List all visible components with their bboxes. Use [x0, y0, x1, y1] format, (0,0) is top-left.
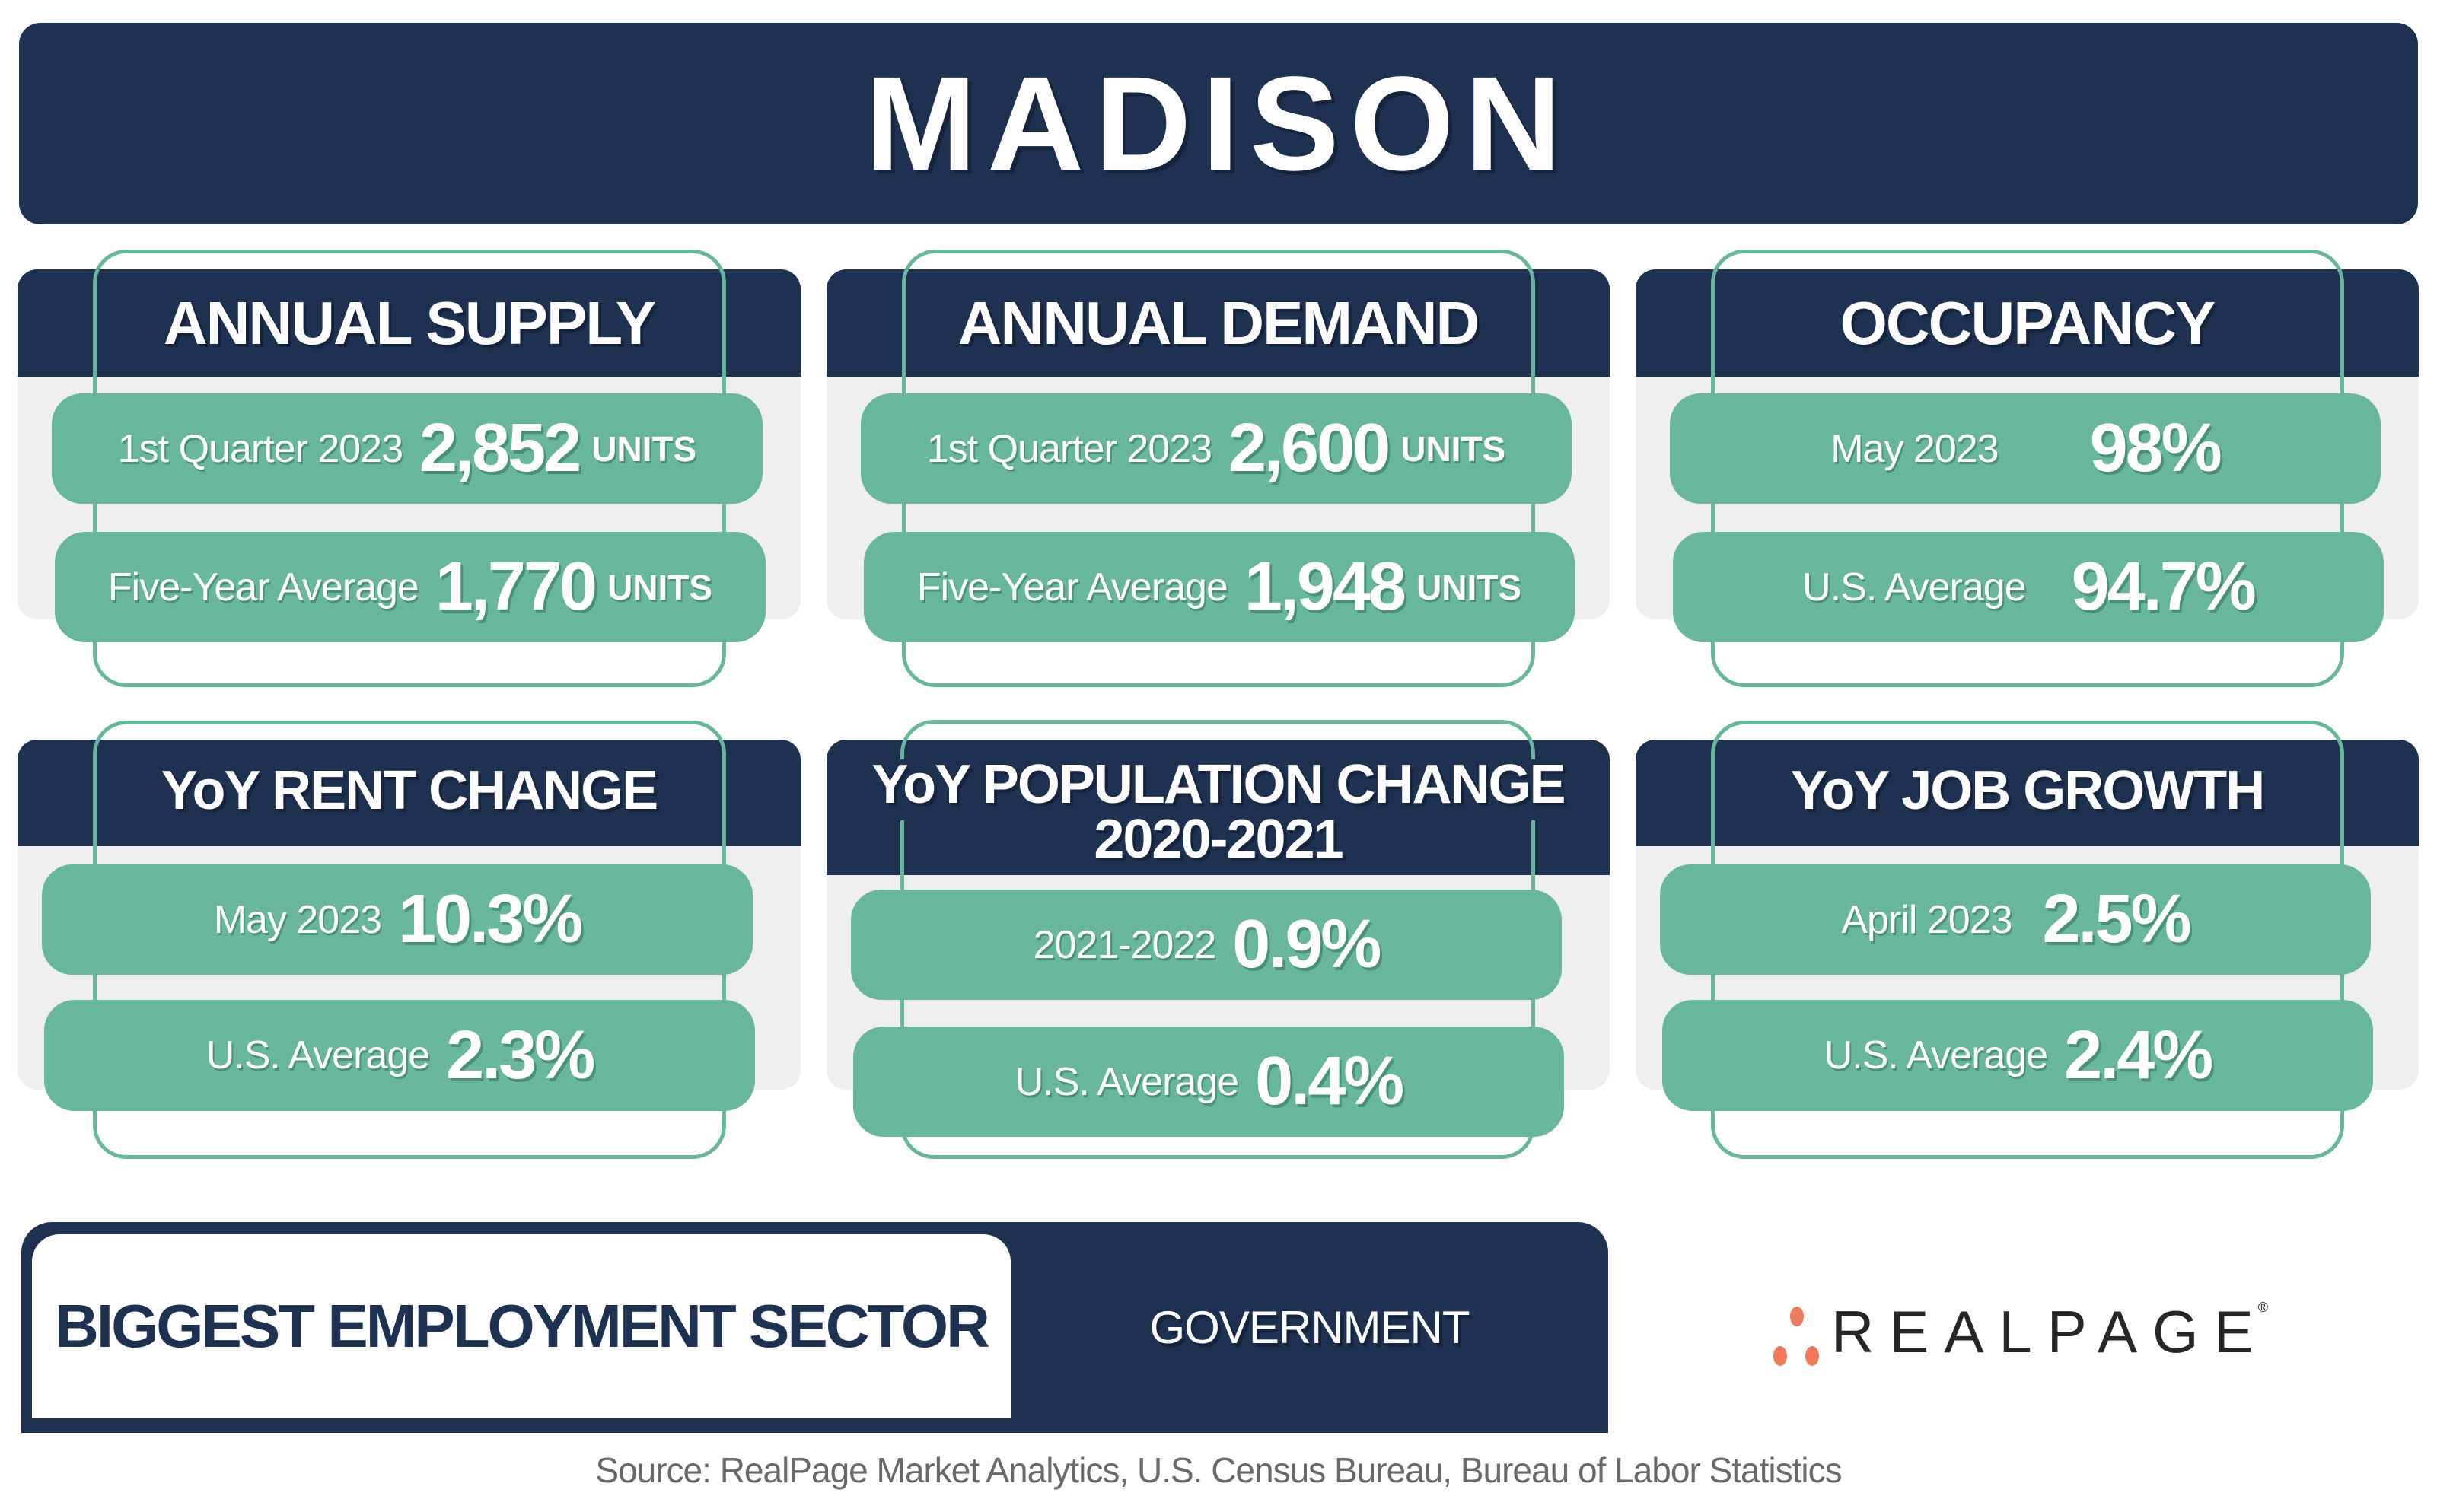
panel-header — [18, 269, 801, 377]
stat-label: 1st Quarter 2023 — [926, 426, 1212, 471]
stat-label: U.S. Average — [205, 1033, 430, 1077]
employment-sector-label-box: BIGGEST EMPLOYMENT SECTOR — [32, 1234, 1011, 1418]
logo-dot — [1805, 1346, 1819, 1366]
stat-label: 2021-2022 — [1033, 922, 1217, 967]
stat-unit: UNITS — [591, 428, 697, 469]
stat-row: U.S. Average 2.3% — [44, 1000, 755, 1111]
stat-value: 1,948 — [1244, 549, 1406, 625]
panel-header — [1636, 269, 2419, 377]
stat-row: U.S. Average 0.4% — [853, 1027, 1564, 1137]
stat-unit: UNITS — [1400, 428, 1506, 469]
stat-value: 0.4% — [1255, 1043, 1404, 1119]
stat-unit: UNITS — [607, 567, 713, 607]
logo-dot — [1773, 1346, 1787, 1366]
employment-sector-value: GOVERNMENT — [1011, 1222, 1608, 1433]
stat-row: Five-Year Average 1,770 UNITS — [55, 532, 766, 642]
stat-label: U.S. Average — [1824, 1033, 2048, 1077]
stat-value: 1,770 — [435, 549, 597, 625]
title-mask — [895, 759, 1542, 820]
stat-label: U.S. Average — [1802, 565, 2026, 610]
stat-row: 1st Quarter 2023 2,600 UNITS — [861, 393, 1572, 504]
source-note: Source: RealPage Market Analytics, U.S. … — [595, 1450, 1842, 1490]
panel-title-line2: 2020-2021 — [1094, 809, 1343, 870]
stat-row: Five-Year Average 1,948 UNITS — [864, 532, 1575, 642]
stat-value: 2.5% — [2042, 881, 2192, 957]
stat-row: 2021-2022 0.9% — [851, 890, 1562, 1000]
panel-title: YoY RENT CHANGE — [161, 760, 658, 821]
stat-label: U.S. Average — [1015, 1059, 1239, 1104]
panel-title: YoY JOB GROWTH — [1790, 760, 2265, 821]
stat-label: Five-Year Average — [916, 565, 1228, 610]
panel-title: ANNUAL DEMAND — [957, 289, 1480, 357]
panel-title: YoY POPULATION CHANGE 2020-2021 — [827, 757, 1610, 867]
panel-title: OCCUPANCY — [1840, 289, 2216, 357]
stat-value: 10.3% — [398, 881, 583, 957]
panel-title-line1: YoY POPULATION CHANGE — [871, 754, 1566, 815]
stat-value: 2,852 — [419, 410, 581, 486]
stat-value: 98% — [2089, 410, 2222, 486]
stat-value: 0.9% — [1232, 906, 1381, 982]
logo-text: REALPAGE — [1831, 1297, 2269, 1365]
logo-dots-icon — [1766, 1297, 1819, 1366]
stat-label: April 2023 — [1841, 897, 2012, 942]
panel-header — [18, 740, 801, 846]
stat-row: U.S. Average 94.7% — [1673, 532, 2384, 642]
employment-sector-label: BIGGEST EMPLOYMENT SECTOR — [55, 1292, 990, 1360]
stat-row: 1st Quarter 2023 2,852 UNITS — [52, 393, 763, 504]
stat-row: May 2023 98% — [1670, 393, 2381, 504]
stat-label: 1st Quarter 2023 — [117, 426, 403, 471]
stat-value: 2.4% — [2064, 1017, 2213, 1093]
stat-label: Five-Year Average — [107, 565, 419, 610]
stat-value: 94.7% — [2071, 549, 2257, 625]
stat-value: 2,600 — [1228, 410, 1391, 486]
stat-row: U.S. Average 2.4% — [1662, 1000, 2373, 1111]
employment-sector-value-text: GOVERNMENT — [1149, 1302, 1470, 1353]
page-title: MADISON — [865, 49, 1572, 199]
stat-unit: UNITS — [1416, 567, 1522, 607]
realpage-logo: REALPAGE ® — [1766, 1286, 2268, 1377]
logo-dot — [1790, 1307, 1804, 1326]
title-bar: MADISON — [19, 23, 2418, 224]
stat-row: April 2023 2.5% — [1660, 864, 2371, 975]
stat-label: May 2023 — [1830, 426, 1999, 471]
panel-header — [827, 269, 1610, 377]
panel-title: ANNUAL SUPPLY — [163, 289, 656, 357]
stat-label: May 2023 — [213, 897, 382, 942]
stat-value: 2.3% — [446, 1017, 595, 1093]
registered-mark: ® — [2257, 1300, 2268, 1315]
panel-header — [1636, 740, 2419, 846]
stat-row: May 2023 10.3% — [42, 864, 753, 975]
